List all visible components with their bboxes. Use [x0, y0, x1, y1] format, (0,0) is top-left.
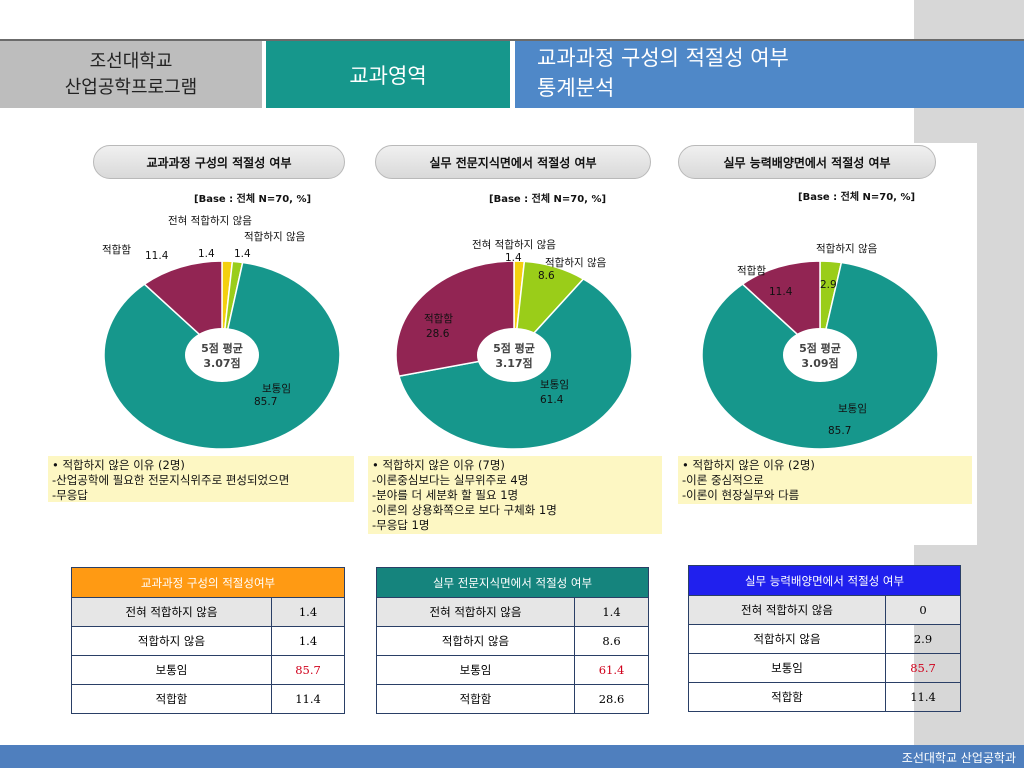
footer-text: 조선대학교 산업공학과: [901, 751, 1016, 765]
table-row-value: 85.7: [885, 653, 961, 683]
university-name: 조선대학교: [89, 51, 173, 72]
page-title-line1: 교과과정 구성의 적절성 여부: [537, 46, 789, 70]
table-row-value: 85.7: [271, 655, 345, 685]
chart-2-label-unsuitable: 적합하지 않음: [545, 257, 607, 269]
chart-2-note-1: -이론중심보다는 실무위주로 4명: [372, 473, 529, 487]
table-row-label: 전혀 적합하지 않음: [376, 597, 575, 627]
chart-3-value-unsuitable: 2.9: [820, 279, 837, 291]
chart-2-label-suitable: 적합함: [424, 313, 453, 325]
table-1-header: 교과과정 구성의 적절성여부: [71, 567, 345, 598]
chart-1-note-2: -무응답: [52, 488, 88, 502]
table-2-header: 실무 전문지식면에서 적절성 여부: [376, 567, 649, 598]
chart-1-label-suitable: 적합함: [102, 244, 131, 256]
university-header: 조선대학교 산업공학프로그램: [0, 41, 262, 108]
chart-1-value-unsuitable: 1.4: [234, 248, 251, 260]
chart-1-value-very-unsuitable: 1.4: [198, 248, 215, 260]
page-title-line2: 통계분석: [537, 76, 615, 100]
table-row-value: 61.4: [574, 655, 649, 685]
table-row-value: 11.4: [271, 684, 345, 714]
chart-2-label-average: 보통임: [540, 379, 569, 391]
table-row-value: 1.4: [574, 597, 649, 627]
pie-center-hole: [477, 328, 551, 382]
table-row-label: 적합하지 않음: [688, 624, 886, 654]
table-row-label: 전혀 적합하지 않음: [71, 597, 272, 627]
chart-3-note-0: • 적합하지 않은 이유 (2명): [682, 458, 815, 472]
chart-2-value-unsuitable: 8.6: [538, 270, 555, 282]
table-row-value: 2.9: [885, 624, 961, 654]
title-header: 교과과정 구성의 적절성 여부 통계분석: [513, 41, 1024, 108]
chart-2-value-average: 61.4: [540, 394, 564, 406]
chart-3-label-unsuitable: 적합하지 않음: [816, 243, 878, 255]
area-label: 교과영역: [349, 63, 427, 88]
chart-1-title: 교과과정 구성의 적절성 여부: [93, 145, 345, 179]
pie-slice: [143, 260, 223, 357]
chart-1-label-very-unsuitable: 전혀 적합하지 않음: [168, 215, 252, 227]
table-row-label: 전혀 적합하지 않음: [688, 595, 886, 625]
chart-3-notes: • 적합하지 않은 이유 (2명) -이론 중심적으로 -이론이 현장실무와 다…: [678, 456, 972, 504]
chart-2-value-suitable: 28.6: [426, 328, 450, 340]
area-header: 교과영역: [264, 41, 510, 108]
table-row-label: 보통임: [376, 655, 575, 685]
chart-1-note-1: -산업공학에 필요한 전문지식위주로 편성되었으면: [52, 473, 290, 487]
chart-1-note-0: • 적합하지 않은 이유 (2명): [52, 458, 185, 472]
chart-1-label-unsuitable: 적합하지 않음: [244, 231, 306, 243]
pie-center-label: 5점 평균: [493, 341, 535, 355]
table-row-label: 보통임: [71, 655, 272, 685]
chart-3-label-suitable: 적합함: [737, 265, 766, 277]
pie-center-label: 5점 평균: [799, 341, 841, 355]
pie-center-hole: [185, 328, 259, 382]
table-3-header: 실무 능력배양면에서 적절성 여부: [688, 565, 961, 596]
chart-1-pie: 5점 평균3.07점: [103, 260, 341, 450]
table-row-value: 28.6: [574, 684, 649, 714]
pie-center-value: 3.07점: [203, 356, 240, 370]
table-row-value: 0: [885, 595, 961, 625]
chart-3-note-1: -이론 중심적으로: [682, 473, 764, 487]
chart-2-note-3: -이론의 상용화쪽으로 보다 구체화 1명: [372, 503, 557, 517]
chart-2-label-very-unsuitable: 전혀 적합하지 않음: [472, 239, 556, 251]
footer: 조선대학교 산업공학과: [0, 745, 1024, 768]
chart-2-value-very-unsuitable: 1.4: [505, 252, 522, 264]
pie-center-label: 5점 평균: [201, 341, 243, 355]
chart-3-note-2: -이론이 현장실무와 다름: [682, 488, 800, 502]
chart-1-notes: • 적합하지 않은 이유 (2명) -산업공학에 필요한 전문지식위주로 편성되…: [48, 456, 354, 502]
pie-center-value: 3.17점: [495, 356, 532, 370]
chart-1-base: [Base : 전체 N=70, %]: [194, 194, 312, 205]
charts-panel: 교과과정 구성의 적절성 여부 [Base : 전체 N=70, %] 5점 평…: [48, 143, 977, 545]
chart-2-notes: • 적합하지 않은 이유 (7명) -이론중심보다는 실무위주로 4명 -분야를…: [368, 456, 662, 534]
table-row-value: 11.4: [885, 682, 961, 712]
chart-1-value-average: 85.7: [254, 396, 278, 408]
header-rule: [0, 39, 1024, 41]
chart-3-base: [Base : 전체 N=70, %]: [798, 192, 916, 203]
table-row-value: 1.4: [271, 597, 345, 627]
table-3: 실무 능력배양면에서 적절성 여부 전혀 적합하지 않음 0 적합하지 않음 2.9…: [688, 565, 961, 712]
chart-2-note-4: -무응답 1명: [372, 518, 430, 532]
chart-3-value-average: 85.7: [828, 425, 852, 437]
chart-2-title: 실무 전문지식면에서 적절성 여부: [375, 145, 651, 179]
table-row-label: 보통임: [688, 653, 886, 683]
table-row-label: 적합함: [376, 684, 575, 714]
pie-center-hole: [783, 328, 857, 382]
chart-3-pie: 5점 평균3.09점: [701, 260, 939, 450]
table-row-label: 적합함: [688, 682, 886, 712]
chart-2-base: [Base : 전체 N=70, %]: [489, 194, 607, 205]
table-2: 실무 전문지식면에서 적절성 여부 전혀 적합하지 않음 1.4 적합하지 않음 8…: [376, 567, 649, 714]
pie-center-value: 3.09점: [801, 356, 838, 370]
program-name: 산업공학프로그램: [64, 77, 198, 98]
chart-2-note-2: -분야를 더 세분화 할 필요 1명: [372, 488, 519, 502]
table-row-value: 1.4: [271, 626, 345, 656]
chart-3-label-average: 보통임: [838, 403, 867, 415]
chart-2-note-0: • 적합하지 않은 이유 (7명): [372, 458, 505, 472]
chart-1-label-average: 보통임: [262, 383, 291, 395]
pie-slice: [741, 260, 821, 357]
chart-2-pie: 5점 평균3.17점: [395, 260, 633, 450]
table-row-value: 8.6: [574, 626, 649, 656]
chart-1-value-suitable: 11.4: [145, 250, 169, 262]
table-1: 교과과정 구성의 적절성여부 전혀 적합하지 않음 1.4 적합하지 않음 1.4 …: [71, 567, 345, 714]
chart-3-title: 실무 능력배양면에서 적절성 여부: [678, 145, 936, 179]
chart-3-value-suitable: 11.4: [769, 286, 793, 298]
table-row-label: 적합하지 않음: [376, 626, 575, 656]
table-row-label: 적합함: [71, 684, 272, 714]
table-row-label: 적합하지 않음: [71, 626, 272, 656]
